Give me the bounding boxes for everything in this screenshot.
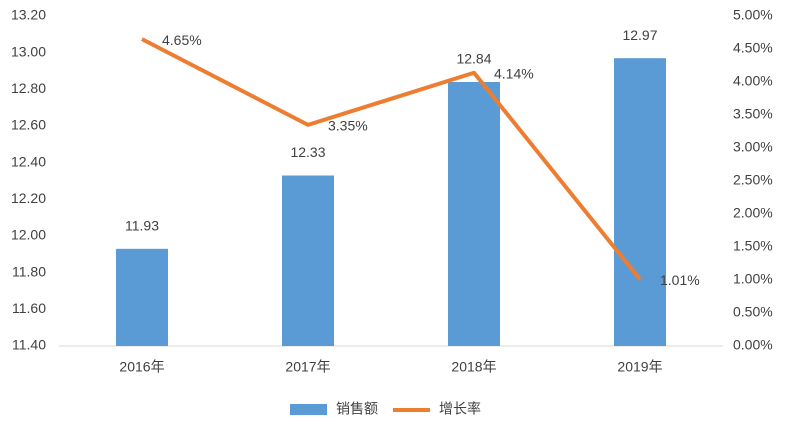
y-tick-label: 11.60 [12, 300, 46, 316]
y2-tick-label: 4.00% [733, 73, 773, 89]
bar [448, 82, 500, 346]
x-tick-label: 2017年 [285, 359, 330, 375]
y2-tick-label: 5.00% [733, 7, 773, 23]
y2-tick-label: 0.50% [733, 304, 773, 320]
legend-label: 增长率 [439, 401, 481, 417]
bar-value-label: 12.84 [456, 51, 491, 67]
x-tick-label: 2018年 [451, 359, 496, 375]
y-tick-label: 13.00 [11, 43, 46, 59]
y2-tick-label: 2.00% [733, 205, 773, 221]
line-value-label: 3.35% [328, 118, 368, 134]
bar-value-label: 11.93 [125, 218, 159, 234]
y-tick-label: 12.20 [11, 190, 46, 206]
bar-value-label: 12.33 [290, 144, 325, 160]
y-tick-label: 12.80 [11, 80, 46, 96]
y-tick-label: 12.00 [11, 227, 46, 243]
x-tick-label: 2019年 [617, 359, 662, 375]
y2-tick-label: 3.50% [733, 106, 773, 122]
y2-tick-label: 4.50% [733, 40, 773, 56]
line [141, 37, 642, 281]
legend-label: 销售额 [336, 401, 378, 417]
y2-tick-label: 1.50% [733, 238, 773, 254]
y-tick-label: 11.40 [12, 337, 46, 353]
y2-tick-label: 1.00% [733, 271, 773, 287]
y2-tick-label: 3.00% [733, 139, 773, 155]
line-value-label: 4.65% [162, 32, 202, 48]
y-tick-label: 12.40 [11, 153, 46, 169]
bar [614, 58, 666, 347]
y-tick-label: 11.80 [12, 263, 46, 279]
x-tick-label: 2016年 [119, 359, 164, 375]
legend-swatch [290, 404, 327, 415]
y-tick-label: 12.60 [11, 117, 46, 133]
y2-tick-label: 0.00% [733, 337, 773, 353]
bar [116, 248, 168, 346]
bar [282, 175, 334, 346]
line-value-label: 4.14% [494, 65, 534, 81]
y-tick-label: 13.20 [11, 7, 46, 23]
bar-value-label: 12.97 [622, 27, 657, 43]
line-value-label: 1.01% [660, 272, 700, 288]
y2-tick-label: 2.50% [733, 172, 773, 188]
